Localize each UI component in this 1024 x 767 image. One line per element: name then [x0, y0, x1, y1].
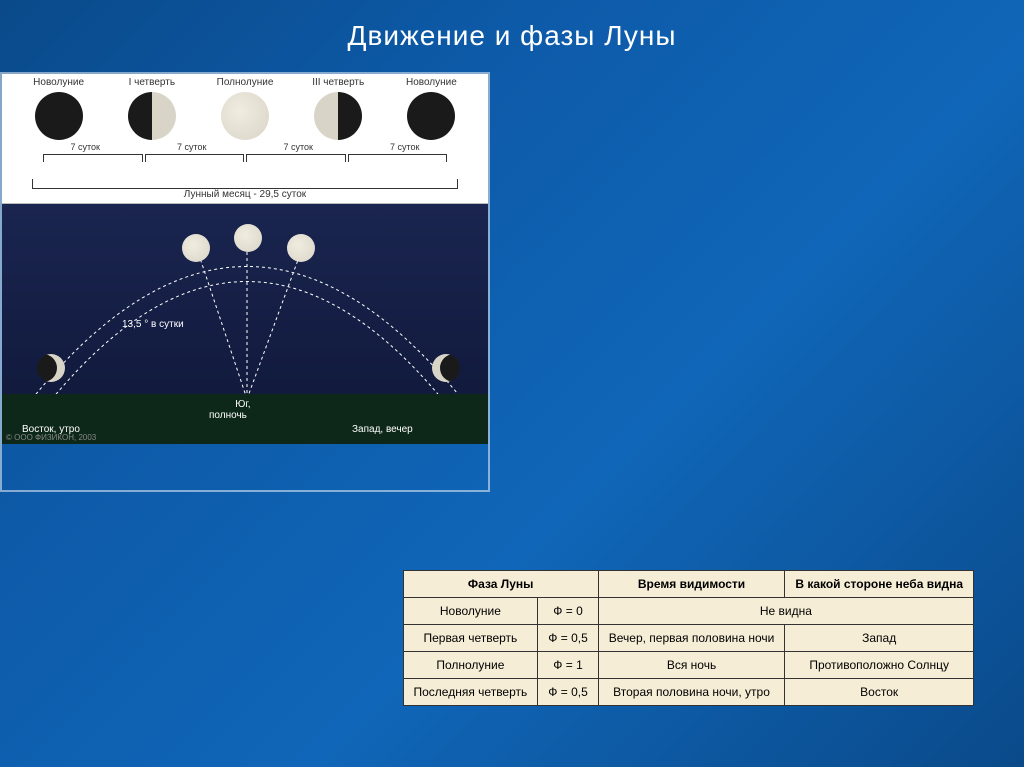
- table-header-row: Фаза Луны Время видимости В какой сторон…: [403, 571, 974, 598]
- moon-icon-new: [407, 92, 455, 140]
- phase-table: Фаза Луны Время видимости В какой сторон…: [403, 570, 975, 706]
- cell-time: Вечер, первая половина ночи: [598, 625, 785, 652]
- cell-side: Восток: [785, 679, 974, 706]
- sky-moon-5: [432, 354, 460, 382]
- west-label: Запад, вечер: [352, 424, 413, 435]
- cell-time: Вторая половина ночи, утро: [598, 679, 785, 706]
- phase-label: Новолуние: [12, 77, 105, 88]
- sky-panel: 13,5 ° в сутки Юг, полночь Восток, утро …: [2, 204, 488, 444]
- cell-value: Ф = 0,5: [538, 625, 598, 652]
- cell-value: Ф = 0: [538, 598, 598, 625]
- duration-label: 7 суток: [139, 142, 246, 152]
- cell-time: Вся ночь: [598, 652, 785, 679]
- month-bracket: [32, 179, 458, 189]
- sky-moon-4: [287, 234, 315, 262]
- south-text: Юг,: [235, 399, 250, 410]
- phase-new-2: Новолуние: [385, 77, 478, 140]
- duration-brackets: [42, 154, 448, 162]
- cell-phase: Новолуние: [403, 598, 538, 625]
- th-side: В какой стороне неба видна: [785, 571, 974, 598]
- moon-icon-new: [35, 92, 83, 140]
- phase-label: I четверть: [105, 77, 198, 88]
- sky-moon-3: [234, 224, 262, 252]
- south-label: Юг, полночь: [224, 399, 262, 421]
- th-time: Время видимости: [598, 571, 785, 598]
- table-row: Полнолуние Ф = 1 Вся ночь Противоположно…: [403, 652, 974, 679]
- duration-label: 7 суток: [352, 142, 459, 152]
- table-row: Первая четверть Ф = 0,5 Вечер, первая по…: [403, 625, 974, 652]
- phase-row: Новолуние I четверть Полнолуние III четв…: [2, 74, 488, 140]
- cell-phase: Первая четверть: [403, 625, 538, 652]
- th-phase: Фаза Луны: [403, 571, 598, 598]
- table-row: Последняя четверть Ф = 0,5 Вторая полови…: [403, 679, 974, 706]
- sky-moon-2: [182, 234, 210, 262]
- phase-label: III четверть: [292, 77, 385, 88]
- cell-phase: Полнолуние: [403, 652, 538, 679]
- midnight-text: полночь: [209, 410, 247, 421]
- phase-label: Полнолуние: [198, 77, 291, 88]
- duration-label: 7 суток: [32, 142, 139, 152]
- phase-full: Полнолуние: [198, 77, 291, 140]
- cell-value: Ф = 1: [538, 652, 598, 679]
- page-title: Движение и фазы Луны: [0, 0, 1024, 52]
- moon-icon-full: [221, 92, 269, 140]
- moon-icon-thirdq: [314, 92, 362, 140]
- moon-icon-firstq: [128, 92, 176, 140]
- phase-first-quarter: I четверть: [105, 77, 198, 140]
- cell-merged: Не видна: [598, 598, 973, 625]
- angle-label: 13,5 ° в сутки: [122, 319, 184, 330]
- table-row: Новолуние Ф = 0 Не видна: [403, 598, 974, 625]
- moon-diagram: Новолуние I четверть Полнолуние III четв…: [0, 72, 490, 492]
- duration-label: 7 суток: [245, 142, 352, 152]
- phase-new-1: Новолуние: [12, 77, 105, 140]
- cell-side: Запад: [785, 625, 974, 652]
- copyright-text: © ООО ФИЗИКОН, 2003: [6, 433, 96, 442]
- cell-phase: Последняя четверть: [403, 679, 538, 706]
- sky-moon-1: [37, 354, 65, 382]
- duration-row: 7 суток 7 суток 7 суток 7 суток: [2, 140, 488, 152]
- phase-label: Новолуние: [385, 77, 478, 88]
- phases-panel: Новолуние I четверть Полнолуние III четв…: [2, 74, 488, 204]
- phase-third-quarter: III четверть: [292, 77, 385, 140]
- cell-side: Противоположно Солнцу: [785, 652, 974, 679]
- lunar-month-label: Лунный месяц - 29,5 суток: [2, 189, 488, 200]
- cell-value: Ф = 0,5: [538, 679, 598, 706]
